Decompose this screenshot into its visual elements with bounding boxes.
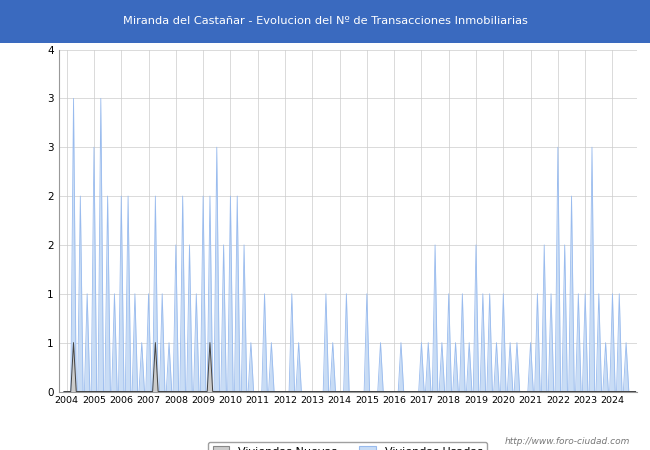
Text: http://www.foro-ciudad.com: http://www.foro-ciudad.com <box>505 436 630 446</box>
Legend: Viviendas Nuevas, Viviendas Usadas: Viviendas Nuevas, Viviendas Usadas <box>208 441 488 450</box>
Text: Miranda del Castañar - Evolucion del Nº de Transacciones Inmobiliarias: Miranda del Castañar - Evolucion del Nº … <box>123 16 527 27</box>
